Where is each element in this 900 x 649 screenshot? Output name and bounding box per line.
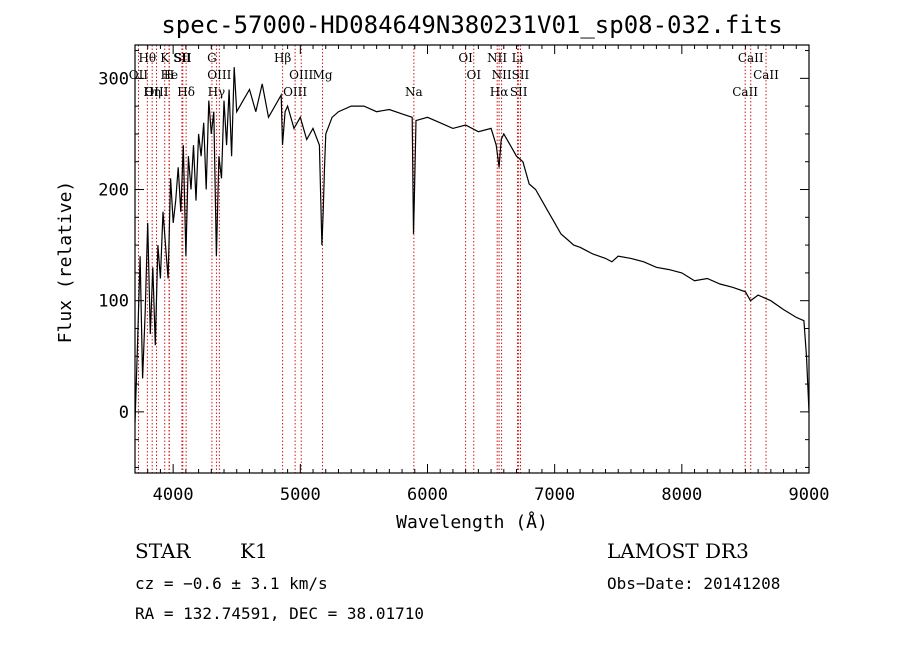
plot-area <box>135 67 809 424</box>
line-label: SII <box>174 51 192 65</box>
line-label: OIII <box>289 68 313 82</box>
y-tick-label: 300 <box>98 69 129 89</box>
object-subclass: K1 <box>240 539 268 563</box>
plot-frame <box>134 44 810 474</box>
y-axis-label: Flux (relative) <box>55 181 76 344</box>
line-label: CaII <box>753 68 779 82</box>
line-label: SII <box>512 68 530 82</box>
redshift-readout: cz = −0.6 ± 3.1 km/s <box>135 574 328 593</box>
line-label: Hγ <box>208 85 226 99</box>
line-label: Mg <box>313 68 333 82</box>
y-axis-ticks: 0 100 200 300 <box>98 50 809 468</box>
spectral-line-labels: HθOIIOIIIKHeHηSIIHHδSIIOIIIHγGOIIIOIIIHβ… <box>129 51 779 99</box>
line-label: Hη <box>143 85 161 99</box>
spectrum-line <box>135 67 809 424</box>
line-label: OIII <box>283 85 307 99</box>
line-label: Hδ <box>177 85 195 99</box>
x-tick-label: 4000 <box>153 485 194 505</box>
object-class: STAR <box>135 539 191 563</box>
y-tick-label: 200 <box>98 181 129 201</box>
x-axis-label: Wavelength (Å) <box>396 511 548 533</box>
x-tick-label: 5000 <box>280 485 321 505</box>
line-label: Hα <box>490 85 509 99</box>
chart-title: spec-57000-HD084649N380231V01_sp08-032.f… <box>161 11 782 39</box>
y-tick-label: 0 <box>119 403 129 423</box>
obs-date: Obs−Date: 20141208 <box>607 574 780 593</box>
line-label: Na <box>405 85 423 99</box>
line-label: OI <box>466 68 481 82</box>
line-label: Hθ <box>138 51 156 65</box>
line-label: SII <box>510 85 528 99</box>
line-label: OII <box>129 68 149 82</box>
survey-name: LAMOST DR3 <box>607 539 749 563</box>
line-label: K <box>160 51 170 65</box>
x-tick-label: 8000 <box>661 485 702 505</box>
y-tick-label: 100 <box>98 292 129 312</box>
line-label: SII <box>173 51 191 65</box>
line-label: Li <box>512 51 524 65</box>
x-tick-label: 6000 <box>407 485 448 505</box>
x-axis-ticks: 4000 5000 6000 7000 8000 9000 <box>134 45 830 505</box>
line-label: NII <box>492 68 512 82</box>
line-label: CaII <box>732 85 758 99</box>
x-tick-label: 7000 <box>534 485 575 505</box>
line-label: OIII <box>207 68 231 82</box>
ra-dec-readout: RA = 132.74591, DEC = 38.01710 <box>135 604 424 623</box>
line-label: Hβ <box>274 51 291 65</box>
line-label: CaII <box>738 51 764 65</box>
line-label: OIII <box>144 85 168 99</box>
line-label: H <box>164 68 174 82</box>
line-label: G <box>207 51 217 65</box>
line-label: He <box>161 68 179 82</box>
x-tick-label: 9000 <box>789 485 830 505</box>
line-label: NII <box>487 51 507 65</box>
line-label: OI <box>458 51 473 65</box>
